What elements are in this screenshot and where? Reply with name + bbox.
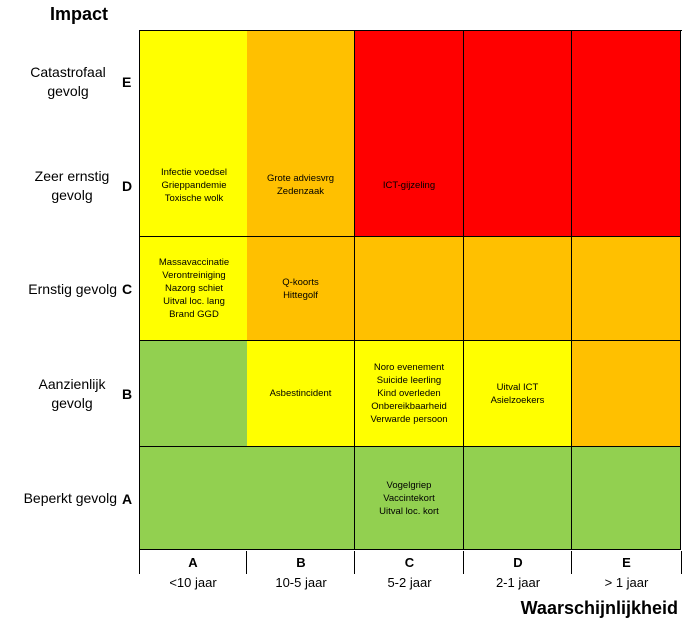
risk-item: Vogelgriep (386, 479, 432, 491)
column-label: 2-1 jaar (495, 575, 541, 590)
row-label-text: Catastrofaal gevolg (30, 64, 106, 99)
row-label-D: Zeer ernstig gevolg D (0, 134, 132, 237)
risk-item: Hittegolf (283, 289, 318, 301)
column-header-C: C 5-2 jaar (355, 554, 464, 594)
column-label: > 1 jaar (604, 575, 649, 590)
risk-item: Massavaccinatie (158, 257, 230, 268)
matrix-cell-BE (572, 341, 681, 447)
risk-item: Uitval ICT (496, 381, 539, 393)
risk-item: Noro evenement (373, 362, 445, 373)
row-letter: E (122, 74, 132, 90)
risk-item: Verwarde persoon (370, 414, 448, 425)
risk-item: Brand GGD (169, 309, 219, 320)
risk-item: Uitval loc. kort (379, 505, 439, 517)
matrix-cell-EC (355, 31, 464, 136)
row-letter: B (122, 386, 133, 402)
row-label-text: Beperkt gevolg (23, 490, 117, 506)
row-letter: D (122, 177, 133, 194)
matrix-cell-BC: Noro evenement Suicide leerling Kind overl… (355, 341, 464, 447)
matrix-cell-AC: Vogelgriep Vaccintekort Uitval loc. kort (355, 447, 464, 550)
column-letter: A (188, 555, 198, 570)
column-label: <10 jaar (169, 575, 217, 590)
matrix-cell-DE (572, 134, 681, 237)
matrix-cell-EB (247, 31, 355, 136)
matrix-cell-AD (464, 447, 572, 550)
column-label: 5-2 jaar (387, 575, 432, 590)
matrix-cell-CD (464, 237, 572, 341)
column-letter: D (513, 555, 523, 570)
row-label-text: Aanzienlijk gevolg (38, 376, 106, 411)
matrix-cell-EE (572, 31, 681, 136)
risk-item: Verontreiniging (162, 270, 226, 281)
column-label: 10-5 jaar (275, 575, 327, 590)
matrix-cell-AE (572, 447, 681, 550)
matrix-cell-BB: Asbestincident (247, 341, 355, 447)
risk-item: Grieppandemie (161, 179, 227, 191)
matrix-cell-DD (464, 134, 572, 237)
risk-item: Vaccintekort (383, 492, 435, 504)
risk-item: Suicide leerling (376, 375, 442, 386)
matrix-cell-DC: ICT-gijzeling (355, 134, 464, 237)
risk-item: Zedenzaak (276, 186, 324, 197)
row-letter: C (122, 281, 133, 297)
risk-item: Q-koorts (282, 276, 319, 288)
risk-item: Kind overleden (377, 388, 441, 399)
matrix-cell-CC (355, 237, 464, 341)
matrix-cell-CE (572, 237, 681, 341)
matrix-cell-DB: Grote adviesvrg Zedenzaak (247, 134, 355, 237)
row-letter: A (122, 490, 133, 507)
column-header-D: D 2-1 jaar (464, 554, 572, 594)
y-axis-title: Impact (50, 4, 109, 24)
matrix-cell-CB: Q-koorts Hittegolf (247, 237, 355, 341)
matrix-cell-ED (464, 31, 572, 136)
risk-matrix: Infectie voedsel Grieppandemie Toxische wo… (139, 30, 682, 551)
row-label-text: Zeer ernstig gevolg (34, 167, 110, 203)
risk-item: ICT-gijzeling (382, 179, 436, 191)
row-label-A: Beperkt gevolg A (0, 447, 133, 550)
risk-item: Grote adviesvrg (266, 173, 335, 184)
matrix-cell-BA (140, 341, 249, 447)
column-letter: B (296, 555, 306, 570)
column-header-E: E > 1 jaar (572, 554, 681, 594)
column-divider (354, 551, 355, 574)
risk-item: Asbestincident (269, 388, 332, 399)
matrix-cell-DA: Infectie voedsel Grieppandemie Toxische wo… (140, 134, 249, 237)
matrix-cell-BD: Uitval ICT Asielzoekers (464, 341, 572, 447)
risk-item: Toxische wolk (164, 192, 224, 204)
row-label-text: Ernstig gevolg (28, 280, 117, 297)
risk-item: Nazorg schiet (164, 283, 224, 294)
row-label-B: Aanzienlijk gevolg B (0, 341, 133, 447)
column-letter: E (622, 555, 631, 570)
matrix-cell-CA: Massavaccinatie Verontreiniging Nazorg sch… (140, 237, 249, 341)
risk-item: Onbereikbaarheid (371, 401, 447, 412)
matrix-cell-AB (247, 447, 355, 550)
risk-item: Infectie voedsel (160, 166, 227, 178)
column-header-A: A <10 jaar (139, 554, 247, 594)
column-divider (571, 551, 572, 574)
matrix-cell-EA (140, 31, 249, 136)
column-header-B: B 10-5 jaar (247, 554, 355, 594)
row-label-C: Ernstig gevolg C (0, 237, 132, 341)
risk-item: Uitval loc. lang (163, 296, 225, 307)
column-divider (463, 551, 464, 574)
risk-item: Asielzoekers (490, 394, 545, 406)
x-axis-title: Waarschijnlijkheid (520, 598, 678, 618)
matrix-cell-AA (140, 447, 249, 550)
column-divider (246, 551, 247, 574)
column-axis (139, 551, 682, 574)
column-letter: C (404, 555, 415, 570)
row-label-E: Catastrofaal gevolg E (0, 30, 132, 134)
